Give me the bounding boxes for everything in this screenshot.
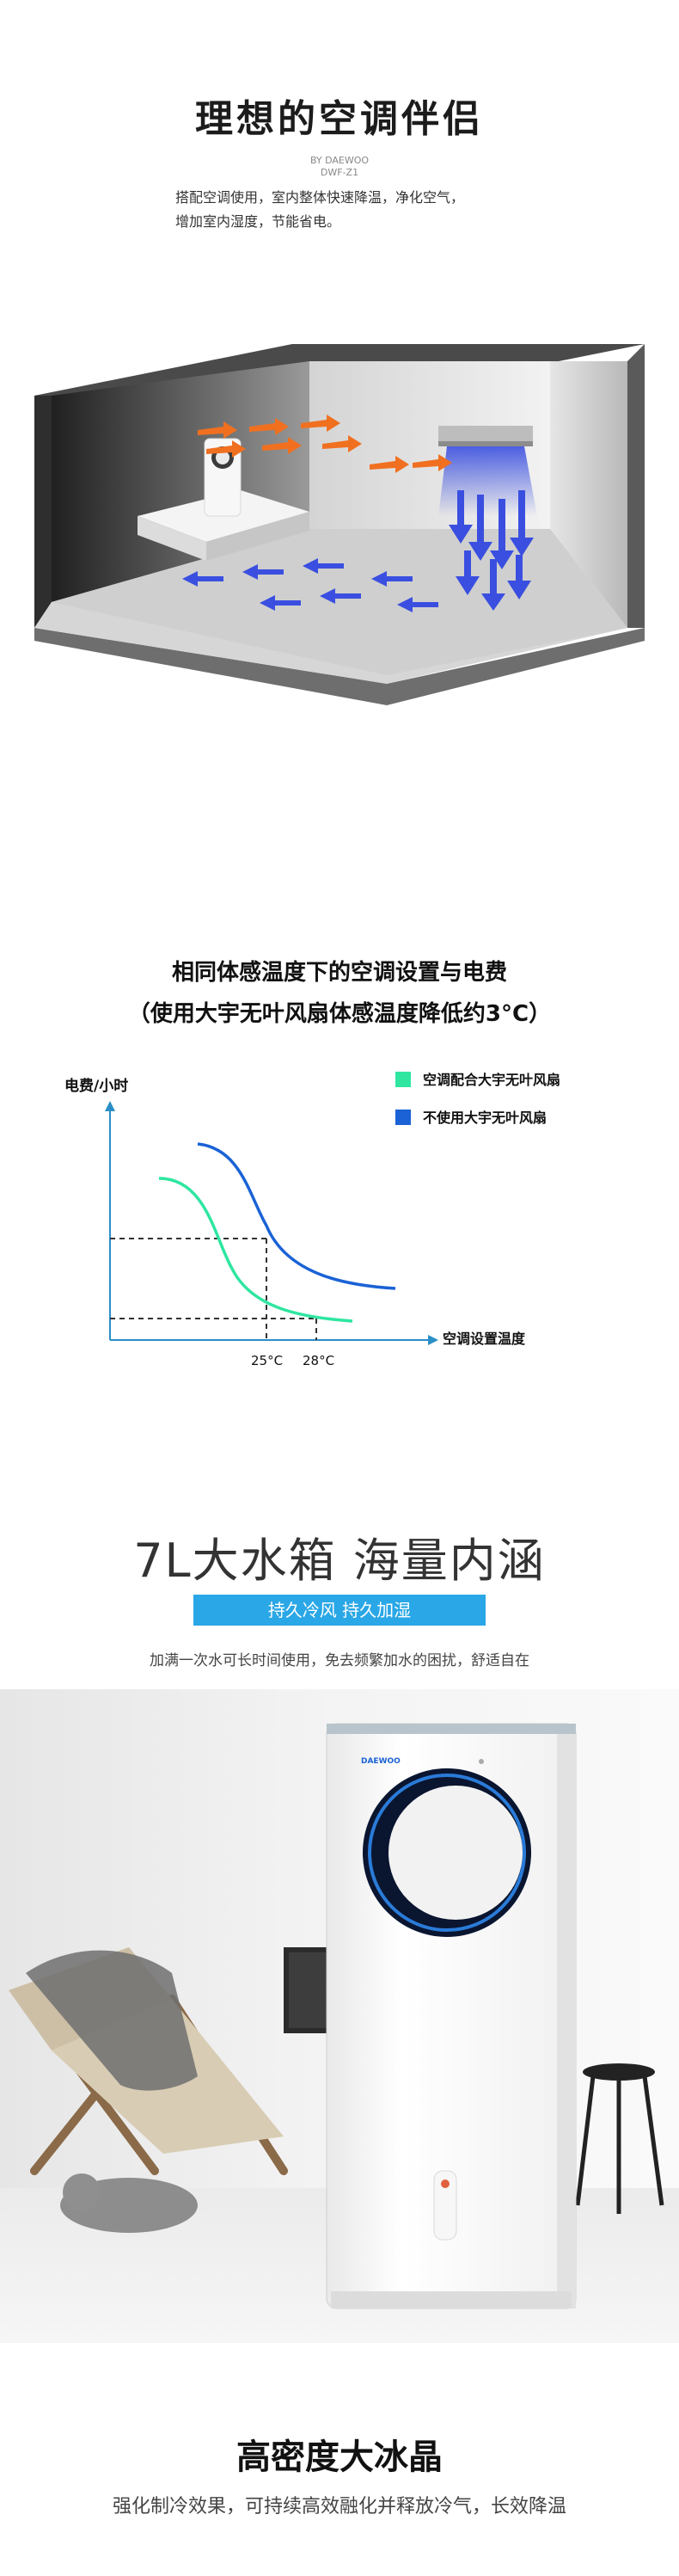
desc-line: 增加室内湿度，节能省电。 — [175, 213, 341, 230]
brand-line: BY DAEWOO — [309, 155, 370, 166]
section-description: 强化制冷效果，可持续高效融化并释放冷气，长效降温 — [112, 2496, 566, 2518]
section-description: 加满一次水可长时间使用，免去频繁加水的困扰，舒适自在 — [150, 1652, 529, 1669]
legend-label: 不使用大宇无叶风扇 — [423, 1110, 547, 1126]
section-title: 相同体感温度下的空调设置与电费 — [171, 960, 507, 986]
section-title: 理想的空调伴侣 — [195, 97, 484, 141]
section-subtitle: （使用大宇无叶风扇体感温度降低约3°C） — [127, 1001, 552, 1027]
feature-pill: 持久冷风 持久加湿 — [193, 1595, 486, 1626]
legend-swatch-blue — [395, 1110, 411, 1125]
legend-label: 空调配合大宇无叶风扇 — [423, 1072, 560, 1088]
model-line: DWF-Z1 — [320, 167, 359, 178]
x-tick-label: 25°C — [251, 1353, 283, 1368]
series-line-green — [158, 1177, 353, 1323]
section-description: 搭配空调使用，室内整体快速降温，净化空气， 增加室内湿度，节能省电。 — [175, 186, 519, 234]
room-illustration — [34, 344, 645, 705]
desc-line: 搭配空调使用，室内整体快速降温，净化空气， — [175, 189, 465, 206]
brand-caption: BY DAEWOO DWF-Z1 — [0, 155, 679, 179]
product-scene: DAEWOO — [0, 1689, 679, 2343]
cost-chart: 电费/小时 25°C 28°C 空调设置温度 空调配合大宇无叶风扇 不使用大宇无… — [64, 1072, 560, 1368]
y-axis-label: 电费/小时 — [64, 1077, 128, 1095]
section-title: 7L大水箱 海量内涵 — [133, 1534, 546, 1588]
section-title: 高密度大冰晶 — [236, 2438, 443, 2477]
section-cost-comparison: 相同体感温度下的空调设置与电费 （使用大宇无叶风扇体感温度降低约3°C） 电费/… — [0, 946, 679, 1411]
x-axis-label: 空调设置温度 — [443, 1331, 526, 1347]
x-tick-label: 28°C — [303, 1353, 334, 1368]
legend-swatch-green — [395, 1072, 411, 1087]
section-water-tank: 7L大水箱 海量内涵 持久冷风 持久加湿 加满一次水可长时间使用，免去频繁加水的… — [0, 1479, 679, 2343]
series-line-blue — [197, 1142, 396, 1290]
fan-brand-logo: DAEWOO — [361, 1757, 401, 1766]
section-ac-companion: 理想的空调伴侣 BY DAEWOO DWF-Z1 搭配空调使用，室内整体快速降温… — [0, 0, 679, 946]
